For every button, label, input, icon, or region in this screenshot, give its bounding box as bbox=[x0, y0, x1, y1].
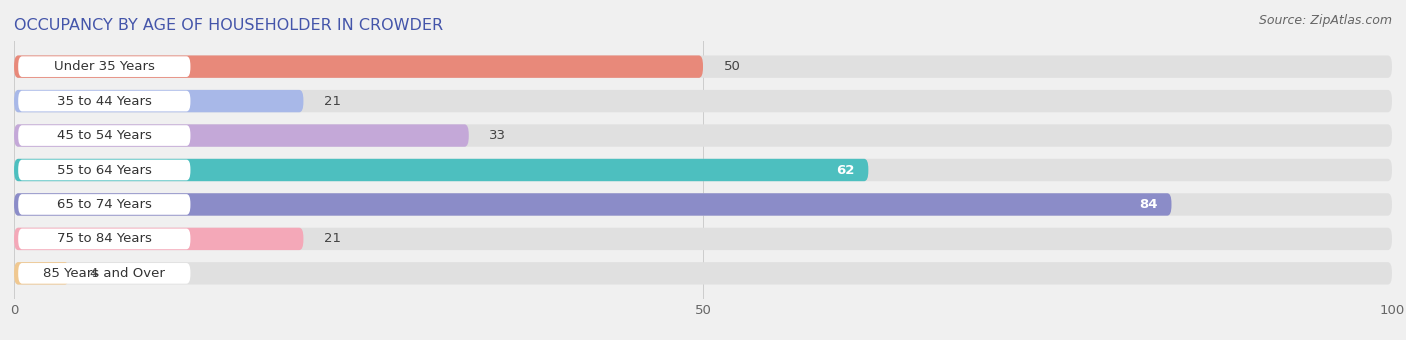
FancyBboxPatch shape bbox=[14, 124, 1392, 147]
FancyBboxPatch shape bbox=[14, 159, 869, 181]
Text: Under 35 Years: Under 35 Years bbox=[53, 60, 155, 73]
Text: 45 to 54 Years: 45 to 54 Years bbox=[56, 129, 152, 142]
Text: Source: ZipAtlas.com: Source: ZipAtlas.com bbox=[1258, 14, 1392, 27]
FancyBboxPatch shape bbox=[14, 55, 703, 78]
Text: 35 to 44 Years: 35 to 44 Years bbox=[56, 95, 152, 107]
Text: 65 to 74 Years: 65 to 74 Years bbox=[56, 198, 152, 211]
FancyBboxPatch shape bbox=[18, 263, 190, 284]
FancyBboxPatch shape bbox=[14, 262, 1392, 285]
Text: OCCUPANCY BY AGE OF HOUSEHOLDER IN CROWDER: OCCUPANCY BY AGE OF HOUSEHOLDER IN CROWD… bbox=[14, 18, 443, 33]
FancyBboxPatch shape bbox=[18, 160, 190, 180]
Text: 62: 62 bbox=[837, 164, 855, 176]
FancyBboxPatch shape bbox=[14, 193, 1392, 216]
Text: 50: 50 bbox=[724, 60, 741, 73]
Text: 21: 21 bbox=[325, 95, 342, 107]
FancyBboxPatch shape bbox=[18, 56, 190, 77]
FancyBboxPatch shape bbox=[14, 159, 1392, 181]
FancyBboxPatch shape bbox=[18, 91, 190, 112]
FancyBboxPatch shape bbox=[18, 194, 190, 215]
Text: 75 to 84 Years: 75 to 84 Years bbox=[56, 233, 152, 245]
FancyBboxPatch shape bbox=[14, 55, 1392, 78]
FancyBboxPatch shape bbox=[18, 228, 190, 249]
Text: 85 Years and Over: 85 Years and Over bbox=[44, 267, 166, 280]
FancyBboxPatch shape bbox=[14, 90, 304, 112]
Text: 55 to 64 Years: 55 to 64 Years bbox=[56, 164, 152, 176]
FancyBboxPatch shape bbox=[14, 262, 69, 285]
FancyBboxPatch shape bbox=[14, 124, 468, 147]
FancyBboxPatch shape bbox=[18, 125, 190, 146]
FancyBboxPatch shape bbox=[14, 228, 1392, 250]
FancyBboxPatch shape bbox=[14, 193, 1171, 216]
Text: 4: 4 bbox=[90, 267, 98, 280]
Text: 21: 21 bbox=[325, 233, 342, 245]
FancyBboxPatch shape bbox=[14, 228, 304, 250]
FancyBboxPatch shape bbox=[14, 90, 1392, 112]
Text: 33: 33 bbox=[489, 129, 506, 142]
Text: 84: 84 bbox=[1139, 198, 1157, 211]
